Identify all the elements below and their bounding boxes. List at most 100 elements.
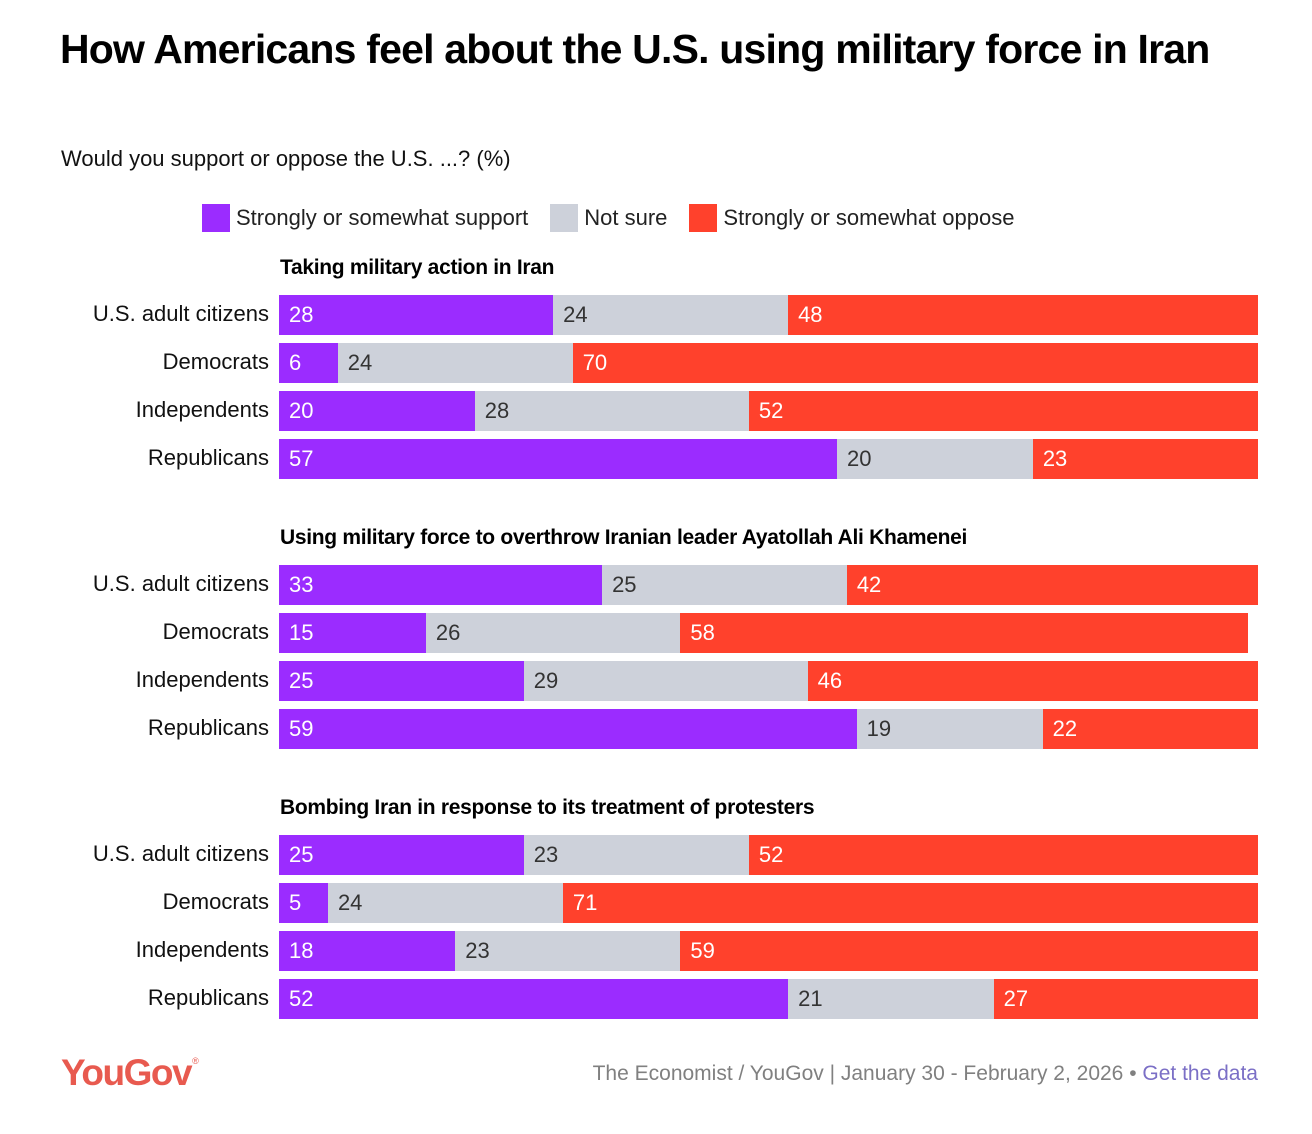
bar-segment-support: 52 <box>279 979 789 1019</box>
bar-segment-notsure: 26 <box>425 613 681 653</box>
data-label: 23 <box>465 938 490 963</box>
data-label: 28 <box>289 302 314 327</box>
category-label: Independents <box>135 667 269 692</box>
bar-segment-notsure: 23 <box>523 835 749 875</box>
bar-segment-support: 59 <box>279 709 857 749</box>
get-the-data-link[interactable]: Get the data <box>1142 1062 1258 1085</box>
logo-text: YouGov <box>61 1052 193 1093</box>
bar-segment-notsure: 28 <box>474 391 749 431</box>
data-label: 20 <box>847 446 872 471</box>
data-label: 42 <box>856 572 882 597</box>
category-label: Democrats <box>162 619 269 644</box>
category-label: Republicans <box>147 715 269 740</box>
data-label: 52 <box>758 398 784 423</box>
bar-segment-notsure: 25 <box>602 565 847 605</box>
legend-item-support: Strongly or somewhat support <box>202 204 528 232</box>
data-label: 25 <box>289 842 314 867</box>
bar-segment-support: 6 <box>279 343 338 383</box>
bar-segment-notsure: 24 <box>337 343 573 383</box>
chart-title: How Americans feel about the U.S. using … <box>60 26 1210 72</box>
bar-row: 57 20 23 <box>279 439 1258 479</box>
data-label: 18 <box>289 938 314 963</box>
data-label: 24 <box>347 350 373 375</box>
source-text: The Economist / YouGov | January 30 - Fe… <box>592 1062 1137 1085</box>
bar-segment-oppose: 58 <box>680 613 1249 653</box>
source-note: The Economist / YouGov | January 30 - Fe… <box>593 1062 1258 1086</box>
category-label: Independents <box>135 397 269 422</box>
legend-label-support: Strongly or somewhat support <box>236 205 529 230</box>
legend-swatch-oppose <box>689 204 718 232</box>
bar-segment-oppose: 23 <box>1032 439 1258 479</box>
legend-label-oppose: Strongly or somewhat oppose <box>723 205 1015 230</box>
data-label: 24 <box>563 302 588 327</box>
bar-segment-oppose: 46 <box>807 661 1258 701</box>
bar-segment-notsure: 29 <box>523 661 808 701</box>
data-label: 48 <box>798 302 823 327</box>
data-label: 71 <box>572 890 598 915</box>
bar-segment-oppose: 52 <box>748 835 1258 875</box>
bar-segment-notsure: 20 <box>837 439 1033 479</box>
bar-row: 5 24 71 <box>279 883 1258 923</box>
bar-segment-support: 25 <box>279 835 524 875</box>
data-label: 23 <box>1042 446 1068 471</box>
data-label: 6 <box>289 350 302 375</box>
bar-segment-support: 28 <box>279 295 554 335</box>
yougov-logo: YouGov® <box>61 1052 199 1094</box>
bar-segment-notsure: 24 <box>553 295 789 335</box>
bar-row: 59 19 22 <box>279 709 1258 749</box>
data-label: 25 <box>289 668 314 693</box>
data-label: 19 <box>866 716 892 741</box>
data-label: 57 <box>289 446 314 471</box>
data-label: 22 <box>1052 716 1078 741</box>
bar-row: 52 21 27 <box>279 979 1258 1019</box>
bar-segment-oppose: 70 <box>572 343 1258 383</box>
data-label: 24 <box>337 890 363 915</box>
bar-segment-support: 18 <box>279 931 456 971</box>
bar-segment-oppose: 71 <box>562 883 1258 923</box>
bar-segment-notsure: 19 <box>856 709 1043 749</box>
bar-segment-notsure: 24 <box>327 883 563 923</box>
data-label: 58 <box>690 620 715 645</box>
bar-row: 25 23 52 <box>279 835 1258 875</box>
data-label: 29 <box>533 668 559 693</box>
data-label: 23 <box>533 842 559 867</box>
bar-segment-support: 25 <box>279 661 524 701</box>
bar-segment-oppose: 52 <box>748 391 1258 431</box>
category-label: Republicans <box>147 445 269 470</box>
bar-segment-support: 20 <box>279 391 475 431</box>
bar-segment-support: 33 <box>279 565 603 605</box>
data-label: 59 <box>289 716 314 741</box>
data-label: 52 <box>289 986 314 1011</box>
bar-segment-oppose: 22 <box>1042 709 1258 749</box>
legend-swatch-support <box>202 204 230 232</box>
data-label: 5 <box>289 890 302 915</box>
data-label: 27 <box>1003 986 1029 1011</box>
bar-row: 28 24 48 <box>279 295 1258 335</box>
bar-segment-oppose: 59 <box>680 931 1258 971</box>
category-label: U.S. adult citizens <box>92 301 269 326</box>
data-label: 46 <box>817 668 843 693</box>
legend: Strongly or somewhat support Not sure St… <box>202 204 1036 232</box>
data-label: 20 <box>289 398 314 423</box>
panel-title: Bombing Iran in response to its treatmen… <box>280 796 815 819</box>
bar-row: 25 29 46 <box>279 661 1258 701</box>
bar-segment-oppose: 48 <box>788 295 1258 335</box>
bar-row: 20 28 52 <box>279 391 1258 431</box>
bar-segment-oppose: 27 <box>993 979 1258 1019</box>
legend-item-notsure: Not sure <box>550 204 667 232</box>
bar-row: 15 26 58 <box>279 613 1258 653</box>
category-label: Democrats <box>162 349 269 374</box>
bar-row: 33 25 42 <box>279 565 1258 605</box>
category-label: Independents <box>135 937 269 962</box>
category-label: U.S. adult citizens <box>92 841 269 866</box>
data-label: 59 <box>690 938 715 963</box>
bar-row: 6 24 70 <box>279 343 1258 383</box>
category-label: Democrats <box>162 889 269 914</box>
bar-segment-notsure: 21 <box>788 979 994 1019</box>
bar-segment-support: 15 <box>279 613 426 653</box>
data-label: 52 <box>758 842 784 867</box>
panel-title: Taking military action in Iran <box>280 256 555 279</box>
data-label: 26 <box>435 620 461 645</box>
legend-item-oppose: Strongly or somewhat oppose <box>689 204 1014 232</box>
bar-segment-support: 5 <box>279 883 328 923</box>
